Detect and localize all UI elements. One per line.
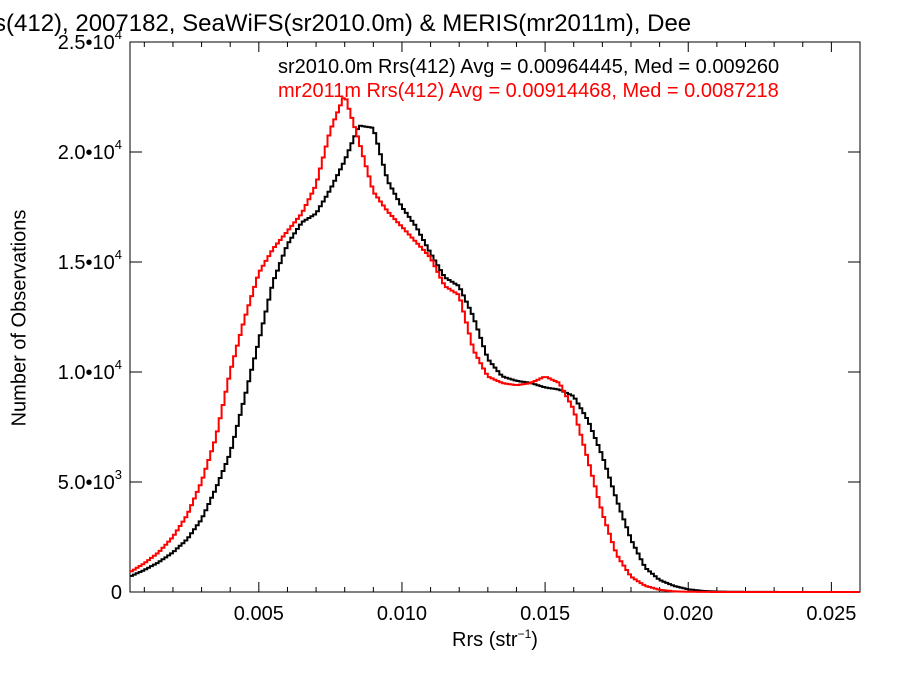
x-tick-label-3: 0.020 [663, 603, 713, 625]
axis-ticks: 0.005 0.010 0.015 0.020 0.025 0 5.0•103 1.0•104… [58, 27, 860, 625]
y-tick-label-0: 0 [111, 582, 122, 604]
y-tick-label-4: 2.0•104 [58, 137, 122, 164]
series-2-line [130, 97, 860, 593]
y-tick-label-1: 5.0•103 [58, 467, 122, 494]
legend-entry-series-2: mr2011m Rrs(412) Avg = 0.00914468, Med =… [278, 80, 779, 102]
x-axis-label-close: ) [531, 629, 538, 651]
chart-title: s(412), 2007182, SeaWiFS(sr2010.0m) & ME… [0, 10, 692, 37]
x-tick-label-0: 0.005 [234, 603, 284, 625]
legend-entry-series-1: sr2010.0m Rrs(412) Avg = 0.00964445, Med… [278, 56, 780, 78]
series-layer [130, 97, 860, 593]
x-axis-label-text: Rrs (str [452, 629, 518, 651]
x-tick-label-2: 0.015 [520, 603, 570, 625]
plot-frame [129, 41, 861, 593]
series-1-line [130, 124, 860, 593]
y-tick-label-2: 1.0•104 [58, 357, 122, 384]
y-tick-label-3: 1.5•104 [58, 247, 122, 274]
x-axis-label: Rrs (str−1) [452, 627, 538, 652]
x-axis-label-exponent: −1 [517, 627, 532, 641]
x-tick-label-1: 0.010 [377, 603, 427, 625]
y-tick-label-5: 2.5•104 [58, 27, 122, 54]
x-tick-label-4: 0.025 [806, 603, 856, 625]
y-axis-label: Number of Observations [8, 209, 31, 427]
